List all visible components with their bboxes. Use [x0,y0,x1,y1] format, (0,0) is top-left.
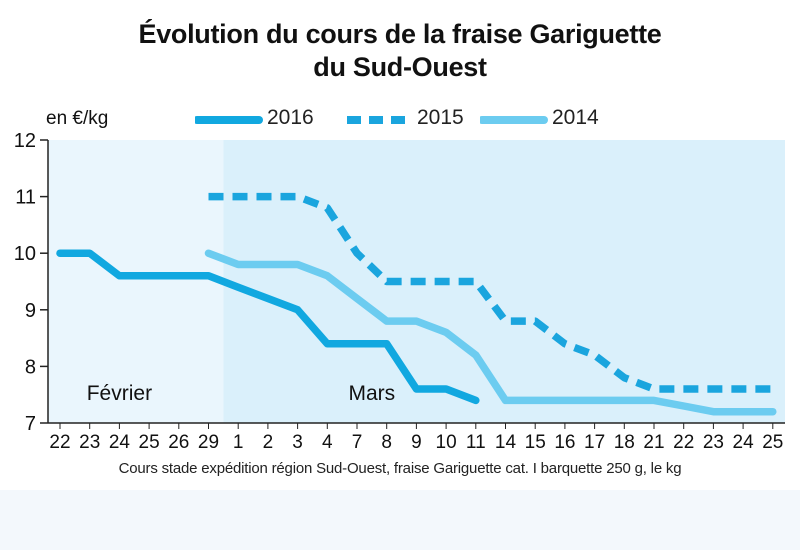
x-tick-label-15: 14 [495,432,517,453]
chart-title-line-1: Évolution du cours de la fraise Gariguet… [138,19,662,49]
footer-band [0,490,800,550]
legend-swatch-2014 [480,116,548,124]
x-tick-label-19: 18 [614,432,635,453]
x-tick-label-1: 23 [79,432,100,453]
legend-label-2015: 2015 [417,106,464,129]
x-tick-label-18: 17 [584,432,605,453]
legend-swatch-2016 [195,116,263,124]
x-tick-label-10: 7 [352,432,363,453]
x-tick-label-20: 21 [643,432,664,453]
plot-background-february [48,140,224,423]
legend-item-2016: 2016 [195,104,325,134]
plot-background-march [223,140,786,423]
y-tick-label-7: 7 [25,413,36,435]
x-tick-label-9: 4 [322,432,333,453]
chart-title: Évolution du cours de la fraise Gariguet… [0,18,800,84]
chart-footnote: Cours stade expédition région Sud-Ouest,… [118,460,682,477]
x-tick-label-14: 11 [466,432,486,453]
x-tick-label-12: 9 [411,432,422,453]
x-tick-label-17: 16 [554,432,575,453]
x-tick-label-2: 24 [109,432,131,453]
x-tick-label-22: 23 [703,432,724,453]
legend-label-2014: 2014 [552,106,599,129]
x-tick-label-13: 10 [436,432,457,453]
y-axis-unit-label: en €/kg [46,108,109,129]
x-tick-label-11: 8 [381,432,392,453]
chart-title-line-2: du Sud-Ouest [313,52,487,82]
x-tick-label-0: 22 [49,432,70,453]
x-tick-label-4: 26 [168,432,189,453]
month-label-0: Février [87,382,152,405]
legend-label-2016: 2016 [267,106,314,129]
y-tick-label-11: 11 [15,187,36,209]
y-tick-label-8: 8 [25,356,36,378]
legend-item-2015: 2015 [345,104,475,134]
x-tick-label-23: 24 [733,432,755,453]
month-label-1: Mars [349,382,396,405]
y-tick-label-12: 12 [14,130,36,152]
x-tick-label-6: 1 [233,432,244,453]
legend-swatch-2015 [347,116,409,124]
x-tick-label-8: 3 [292,432,303,453]
x-tick-label-21: 22 [673,432,694,453]
y-tick-label-9: 9 [25,300,36,322]
series-line-2014 [204,249,777,416]
x-tick-label-3: 25 [139,432,160,453]
x-tick-label-5: 29 [198,432,219,453]
x-tick-label-24: 25 [762,432,783,453]
y-tick-label-10: 10 [14,243,36,265]
x-tick-label-7: 2 [263,432,274,453]
legend-item-2014: 2014 [480,104,610,134]
series-line-2016 [56,249,480,405]
x-tick-label-16: 15 [525,432,546,453]
